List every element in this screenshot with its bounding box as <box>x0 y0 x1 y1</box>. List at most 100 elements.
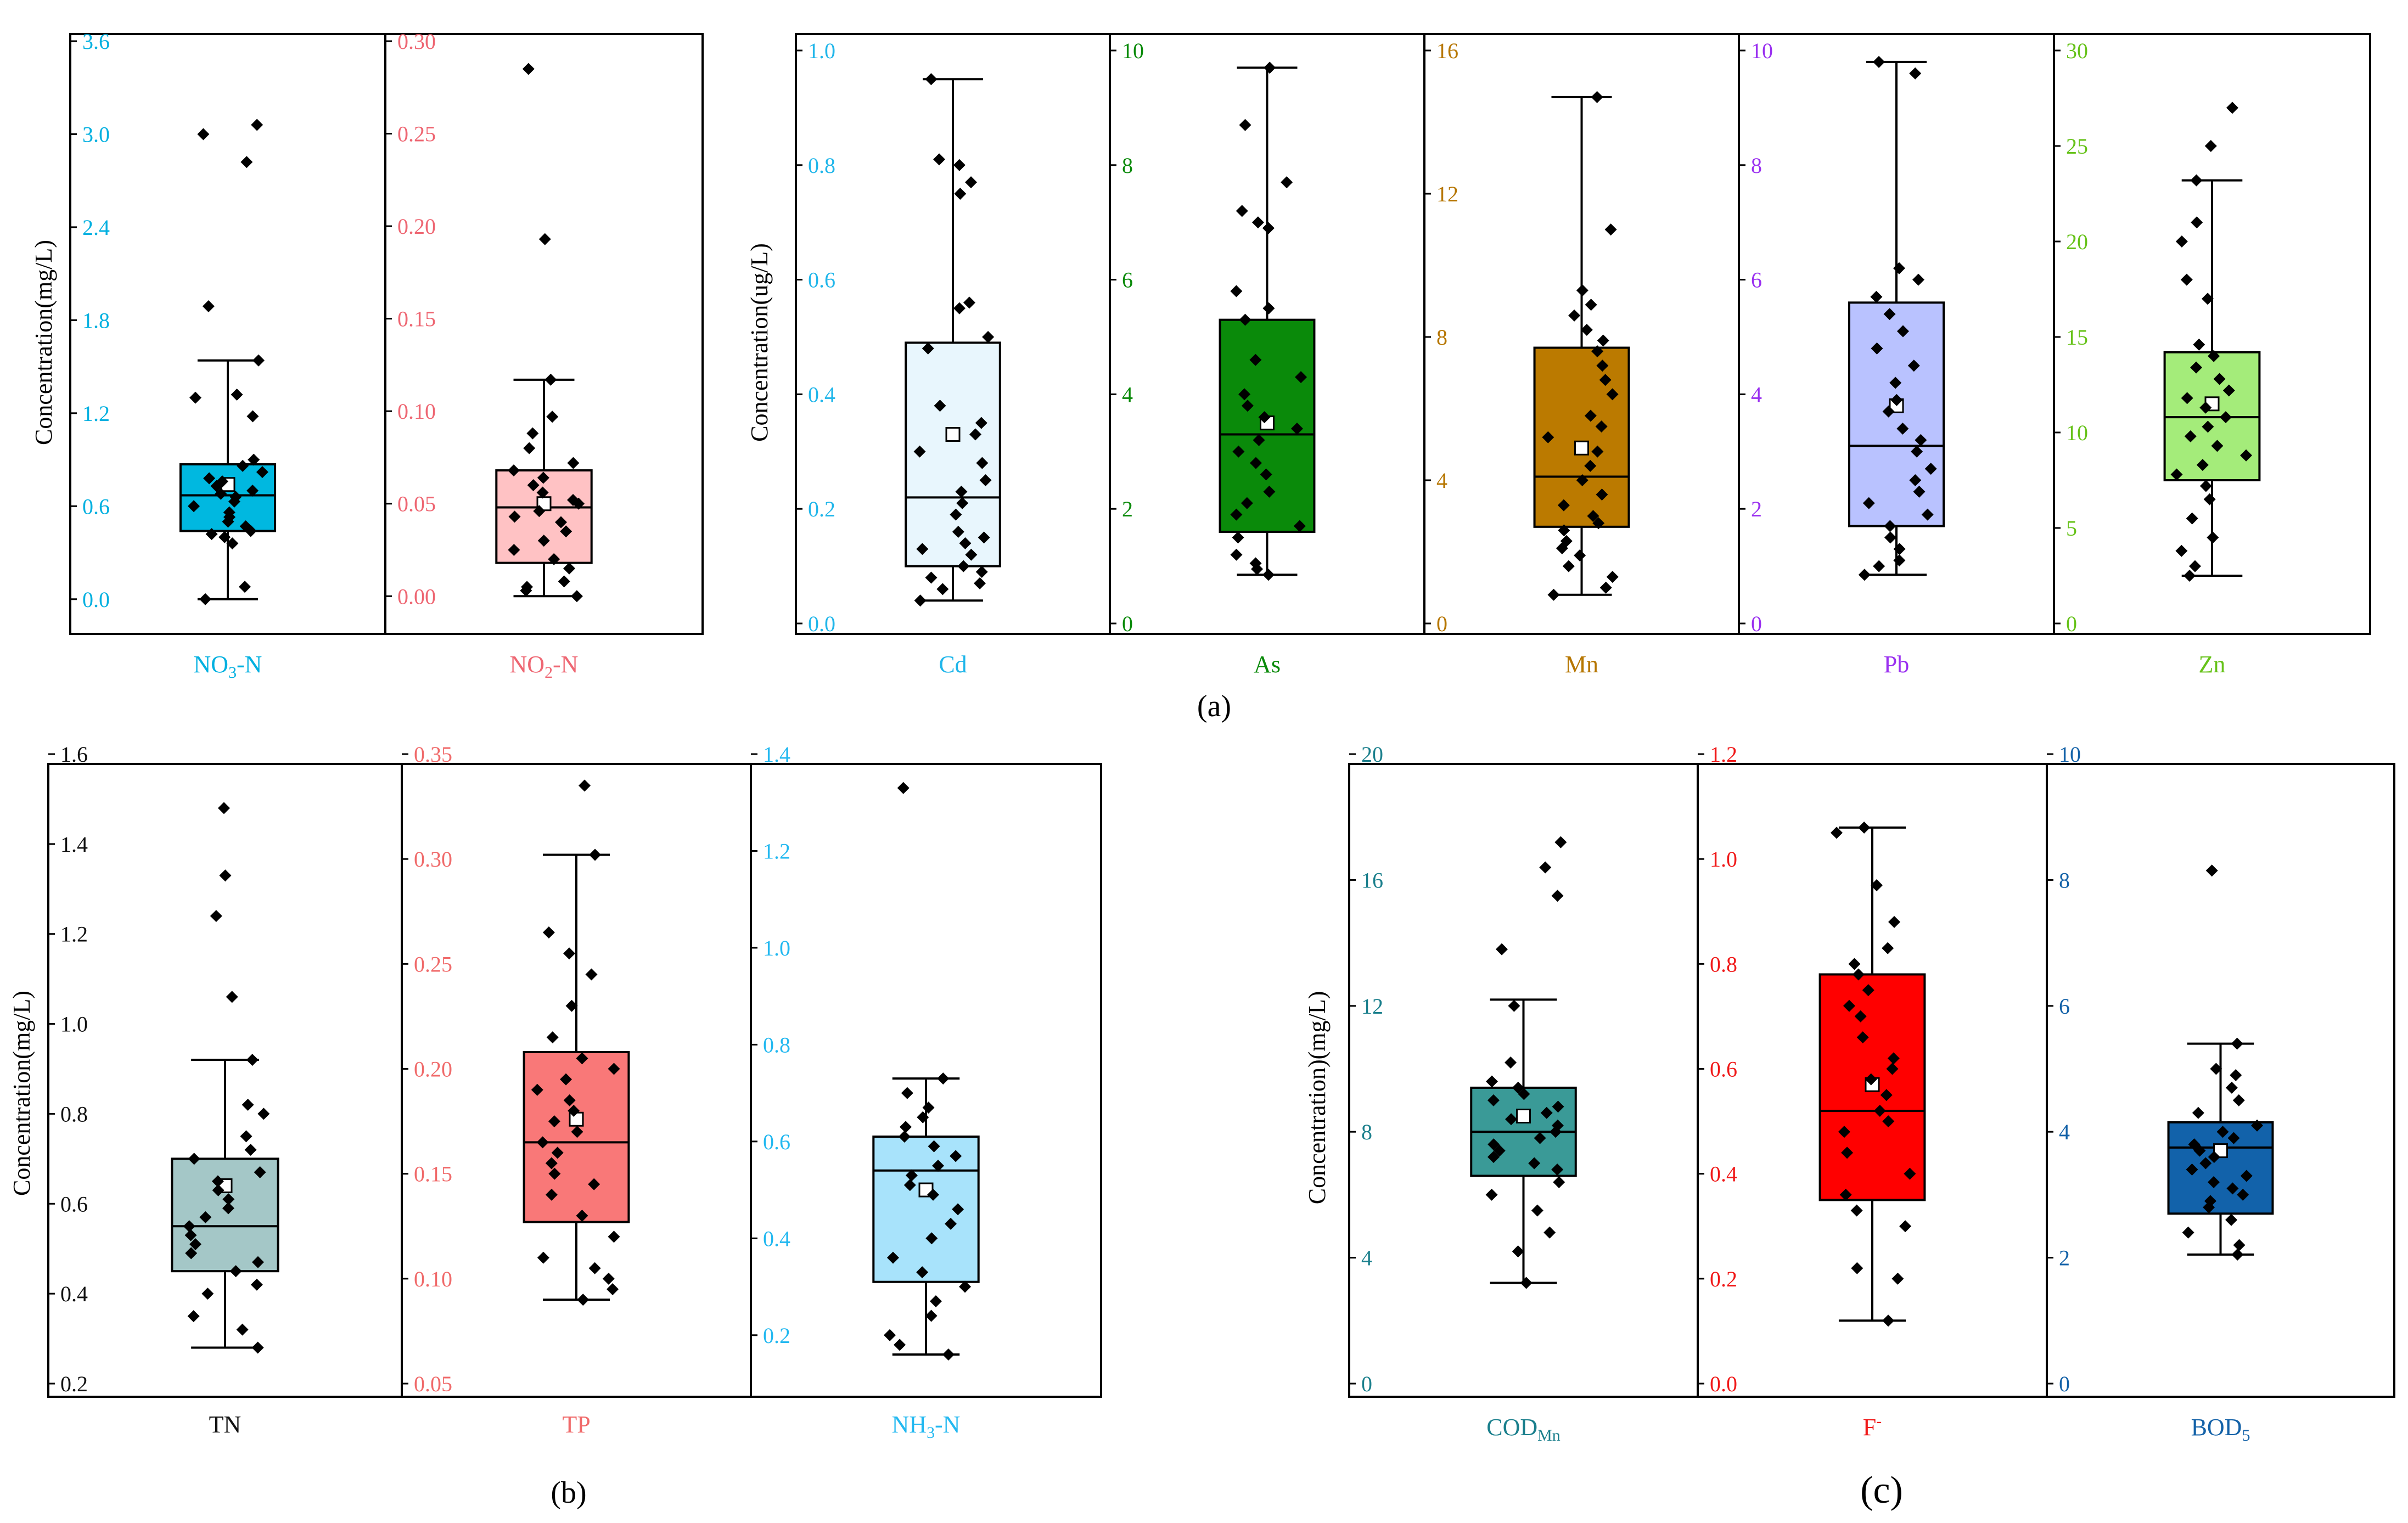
data-point-bod5 <box>2199 1157 2212 1170</box>
data-point-tn <box>188 1153 200 1165</box>
y-tick-label-tp: 0.30 <box>414 847 452 872</box>
data-point-mn <box>1592 517 1605 530</box>
data-point-bod5 <box>2216 1126 2229 1138</box>
y-tick-label-bod5: 2 <box>2059 1246 2070 1271</box>
data-point-no2-n <box>508 510 521 523</box>
data-point-no2-n <box>507 464 520 477</box>
data-point-no2-n <box>563 562 576 575</box>
data-point-codmn <box>1552 1100 1564 1113</box>
data-point-bod5 <box>2204 1195 2216 1207</box>
y-tick-label-no2-n: 0.20 <box>397 214 436 239</box>
data-point-tp <box>608 1230 620 1243</box>
y-tick-label-tp: 0.25 <box>414 952 452 976</box>
data-point-pb <box>1884 531 1896 544</box>
data-point-no2-n <box>536 486 549 499</box>
data-point-f- <box>1880 1089 1893 1101</box>
data-point-nh3-n <box>894 1339 906 1351</box>
y-tick-label-tn: 0.4 <box>60 1282 88 1306</box>
data-point-as <box>1262 222 1275 234</box>
subplot-frame-zn <box>2053 33 2371 635</box>
panel-c-plots: 0 4 8 12 16 20 CODMn 0.0 0.2 0.4 0.6 0.8 1.0 1.2 F- 0 2 4… <box>1348 742 2395 1445</box>
y-tick-label-codmn: 4 <box>1361 1246 1372 1271</box>
data-point-as <box>1264 61 1276 74</box>
data-point-f- <box>1886 1063 1899 1075</box>
data-point-no3-n <box>237 459 249 472</box>
data-point-nh3-n <box>898 1131 911 1143</box>
data-point-tp <box>560 1073 572 1086</box>
data-point-codmn <box>1505 1113 1518 1126</box>
data-point-tp <box>546 1031 559 1044</box>
data-point-as <box>1290 423 1303 435</box>
data-point-as <box>1262 569 1275 581</box>
data-point-pb <box>1862 497 1875 509</box>
y-tick-label-zn: 30 <box>2066 38 2088 63</box>
data-point-bod5 <box>2186 1164 2198 1176</box>
data-point-codmn <box>1518 1088 1530 1100</box>
y-tick-label-as: 6 <box>1122 268 1133 293</box>
x-label-pb: Pb <box>1884 651 1909 678</box>
data-point-cd <box>976 457 989 469</box>
data-point-nh3-n <box>905 1169 918 1182</box>
data-point-no2-n <box>508 544 520 557</box>
data-point-codmn <box>1488 1138 1500 1151</box>
data-point-pb <box>1893 554 1906 567</box>
boxplot-zn: 0 5 10 15 20 25 30 Zn <box>2053 33 2371 678</box>
data-point-pb <box>1896 423 1909 435</box>
data-point-mn <box>1596 488 1608 501</box>
data-point-no2-n <box>560 525 572 538</box>
data-point-tp <box>542 926 555 938</box>
data-point-zn <box>2186 512 2198 525</box>
y-tick-label-nh3-n: 1.4 <box>763 742 790 767</box>
data-point-tp <box>551 1147 564 1159</box>
data-point-mn <box>1562 560 1575 572</box>
data-point-codmn <box>1508 999 1520 1012</box>
data-point-f- <box>1854 1010 1867 1022</box>
x-label-codmn: CODMn <box>1486 1414 1560 1445</box>
y-tick-label-bod5: 0 <box>2059 1372 2070 1396</box>
data-point-as <box>1241 497 1253 509</box>
data-point-pb <box>1873 560 1885 572</box>
data-point-mn <box>1542 431 1554 443</box>
data-point-bod5 <box>2208 1176 2220 1188</box>
data-point-mn <box>1560 535 1573 547</box>
data-point-tn <box>240 1130 252 1143</box>
data-point-codmn <box>1512 1245 1524 1258</box>
y-tick-label-tn: 1.0 <box>60 1012 88 1037</box>
data-point-zn <box>2208 350 2220 362</box>
data-point-no3-n <box>248 453 260 466</box>
data-point-mn <box>1599 374 1612 386</box>
y-tick-label-codmn: 12 <box>1361 994 1383 1019</box>
y-tick-label-f-: 1.0 <box>1710 847 1737 872</box>
data-point-no3-n <box>226 537 239 550</box>
y-tick-label-zn: 15 <box>2066 325 2088 350</box>
data-point-zn <box>2188 560 2201 572</box>
data-point-cd <box>925 73 938 86</box>
data-point-f- <box>1841 1147 1854 1159</box>
y-tick-label-tn: 0.6 <box>60 1192 88 1216</box>
y-tick-label-no2-n: 0.15 <box>397 307 436 331</box>
y-tick-label-pb: 2 <box>1751 497 1762 521</box>
y-tick-label-no3-n: 3.6 <box>82 29 110 54</box>
y-tick-label-zn: 10 <box>2066 420 2088 445</box>
data-point-as <box>1230 548 1243 561</box>
data-point-mn <box>1584 409 1597 422</box>
data-point-tp <box>589 848 602 861</box>
y-tick-label-as: 4 <box>1122 382 1133 407</box>
data-point-as <box>1236 205 1248 217</box>
data-point-nh3-n <box>922 1101 935 1114</box>
data-point-pb <box>1872 55 1885 68</box>
data-point-cd <box>916 543 929 555</box>
data-point-f- <box>1856 1031 1869 1044</box>
mean-marker-mn <box>1574 440 1589 456</box>
data-point-tp <box>576 1210 588 1222</box>
data-point-tp <box>548 1115 560 1128</box>
data-point-bod5 <box>2231 1037 2243 1050</box>
data-point-cd <box>914 594 927 607</box>
data-point-as <box>1262 302 1275 314</box>
data-point-tn <box>242 1099 254 1111</box>
data-point-mn <box>1576 474 1589 486</box>
panel-a-left: Concentration(mg/L) <box>30 240 57 445</box>
boxplot-nh3-n: 0.2 0.4 0.6 0.8 1.0 1.2 1.4 NH3-N <box>750 742 1102 1442</box>
data-point-zn <box>2184 570 2196 582</box>
